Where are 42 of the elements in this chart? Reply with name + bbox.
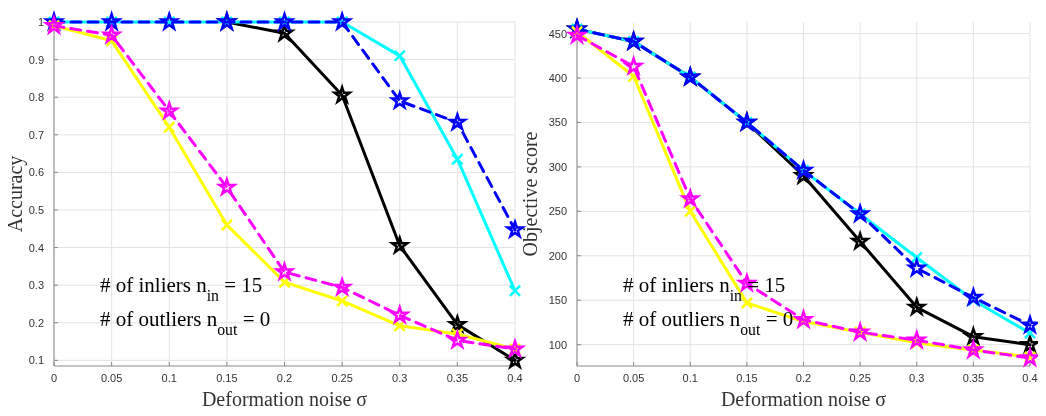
x-tick-label: 0.05	[622, 372, 645, 384]
x-tick-label: 0.2	[276, 372, 293, 384]
y-tick-label: 0.5	[28, 203, 44, 216]
y-tick-label: 300	[548, 160, 567, 173]
x-tick-label: 0.4	[507, 372, 523, 384]
y-axis-title: Objective score	[519, 131, 542, 257]
y-tick-label: 200	[548, 249, 567, 262]
y-tick-label: 0.9	[28, 53, 44, 66]
x-tick-label: 0.05	[100, 372, 123, 384]
y-axis-title: Accuracy	[4, 155, 27, 233]
y-tick-label: 0.7	[28, 128, 44, 141]
x-tick-label: 0.15	[216, 372, 238, 384]
x-tick-label: 0.25	[849, 372, 871, 384]
x-tick-label: 0.4	[1022, 372, 1038, 384]
annotation: # of outliers n$_{out}$ = 0	[100, 307, 271, 338]
y-tick-label: 0.6	[28, 166, 44, 179]
x-tick-label: 0.1	[682, 372, 698, 384]
x-tick-label: 0	[573, 372, 581, 384]
y-tick-label: 0.1	[28, 354, 44, 367]
y-tick-label: 250	[548, 205, 567, 218]
y-tick-label: 450	[548, 27, 567, 40]
y-tick-label: 1	[37, 16, 44, 28]
x-tick-label: 0.1	[161, 372, 177, 384]
y-tick-label: 0.8	[28, 91, 44, 104]
annotation: # of inliers n$_{in}$ = 15	[100, 273, 263, 304]
x-axis-title: Deformation noise σ	[720, 388, 887, 410]
y-tick-label: 0.3	[28, 279, 44, 292]
x-tick-label: 0.35	[446, 372, 469, 384]
x-tick-label: 0.35	[962, 372, 985, 384]
y-tick-label: 0.2	[28, 316, 44, 329]
x-axis-title: Deformation noise σ	[201, 388, 368, 410]
y-tick-label: 100	[548, 338, 567, 351]
y-tick-label: 150	[548, 294, 567, 307]
y-tick-label: 400	[548, 72, 567, 84]
x-tick-label: 0.25	[331, 372, 353, 384]
x-tick-label: 0.2	[795, 372, 812, 384]
y-tick-label: 350	[548, 116, 567, 129]
x-tick-label: 0.3	[392, 372, 408, 384]
x-tick-label: 0.15	[736, 372, 758, 384]
y-tick-label: 0.4	[28, 241, 44, 254]
x-tick-label: 0.3	[909, 372, 925, 384]
x-tick-label: 0	[50, 372, 58, 384]
